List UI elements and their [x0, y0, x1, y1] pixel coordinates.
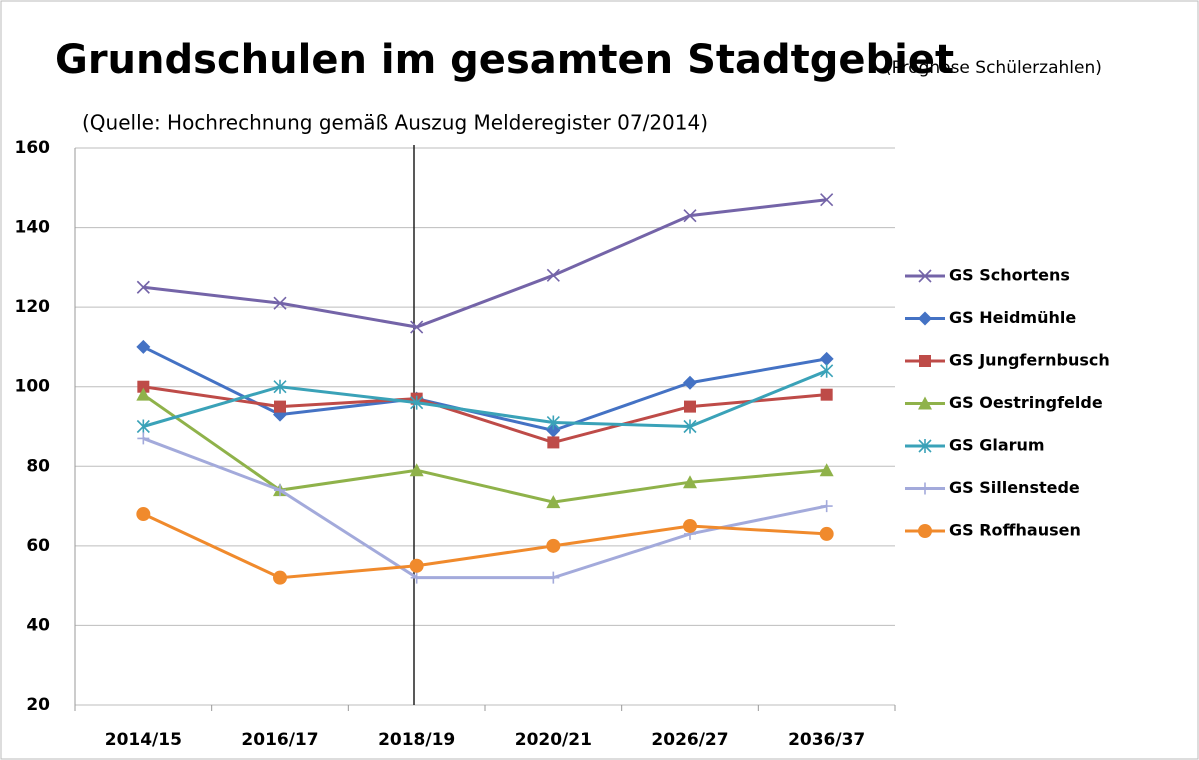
chart-title: Grundschulen im gesamten Stadtgebiet [55, 37, 954, 83]
series [137, 380, 833, 449]
marker [546, 495, 561, 509]
marker [410, 320, 424, 334]
legend-label: GS Roffhausen [949, 521, 1081, 540]
marker [274, 484, 286, 497]
series-line [142, 437, 827, 580]
marker [410, 395, 424, 410]
legend-label: GS Glarum [949, 436, 1045, 455]
y-tick-label: 120 [15, 297, 51, 317]
grid [74, 147, 896, 711]
marker [136, 419, 150, 434]
marker [919, 355, 931, 367]
marker [918, 524, 932, 538]
marker [137, 380, 150, 393]
x-tick-label: 2026/27 [651, 730, 728, 750]
y-tick-label: 100 [15, 377, 51, 397]
y-tick-label: 160 [15, 138, 51, 158]
marker [819, 351, 834, 366]
legend-label: GS Jungfernbusch [949, 351, 1110, 370]
marker [409, 558, 424, 573]
marker [683, 518, 697, 533]
marker [273, 379, 287, 394]
marker [819, 463, 834, 477]
series-line [142, 369, 828, 429]
marker [820, 500, 833, 513]
series-line [142, 393, 827, 504]
marker [918, 269, 932, 283]
legend-label: GS Heidmühle [949, 308, 1076, 327]
y-tick-label: 80 [26, 456, 50, 476]
x-tick-label: 2020/21 [515, 730, 592, 750]
chart-subtitle: (Quelle: Hochrechnung gemäß Auszug Melde… [82, 111, 708, 135]
x-tick-label: 2036/37 [788, 730, 865, 750]
marker [274, 400, 286, 413]
marker [919, 482, 931, 495]
y-tick-label: 60 [26, 536, 50, 556]
marker [546, 415, 560, 430]
marker [547, 571, 560, 584]
y-tick-label: 140 [15, 218, 51, 238]
marker [410, 571, 423, 584]
marker [683, 475, 697, 489]
y-tick-label: 20 [26, 695, 50, 715]
marker [683, 209, 697, 223]
x-tick-label: 2016/17 [241, 730, 318, 750]
series-line [142, 512, 827, 580]
legend-label: GS Schortens [949, 266, 1070, 285]
marker [273, 296, 287, 310]
marker [137, 432, 150, 445]
series [136, 387, 834, 509]
title-note: (Prognose Schülerzahlen) [885, 58, 1102, 78]
series [136, 193, 834, 334]
marker [683, 375, 697, 390]
marker [136, 280, 150, 294]
marker [136, 387, 151, 401]
marker [684, 400, 696, 413]
x-tick-label: 2018/19 [378, 730, 455, 750]
marker [918, 439, 932, 453]
legend-label: GS Sillenstede [949, 478, 1080, 497]
marker [547, 436, 560, 449]
marker [819, 526, 834, 541]
y-tick-label: 40 [26, 615, 50, 635]
marker [136, 339, 151, 354]
plot [136, 193, 834, 585]
marker [683, 419, 697, 434]
marker [820, 193, 834, 207]
series-line [143, 198, 827, 329]
series-line [143, 385, 827, 444]
marker [136, 507, 151, 522]
marker [918, 396, 932, 410]
marker [546, 538, 561, 553]
legend-label: GS Oestringfelde [949, 393, 1103, 412]
marker [273, 570, 287, 585]
x-tick-label: 2014/15 [105, 730, 182, 750]
series [136, 507, 834, 585]
marker [546, 268, 560, 282]
marker [918, 311, 932, 326]
series [136, 363, 834, 434]
marker [820, 388, 833, 401]
marker [820, 363, 834, 378]
marker [409, 463, 424, 477]
series [137, 432, 833, 584]
